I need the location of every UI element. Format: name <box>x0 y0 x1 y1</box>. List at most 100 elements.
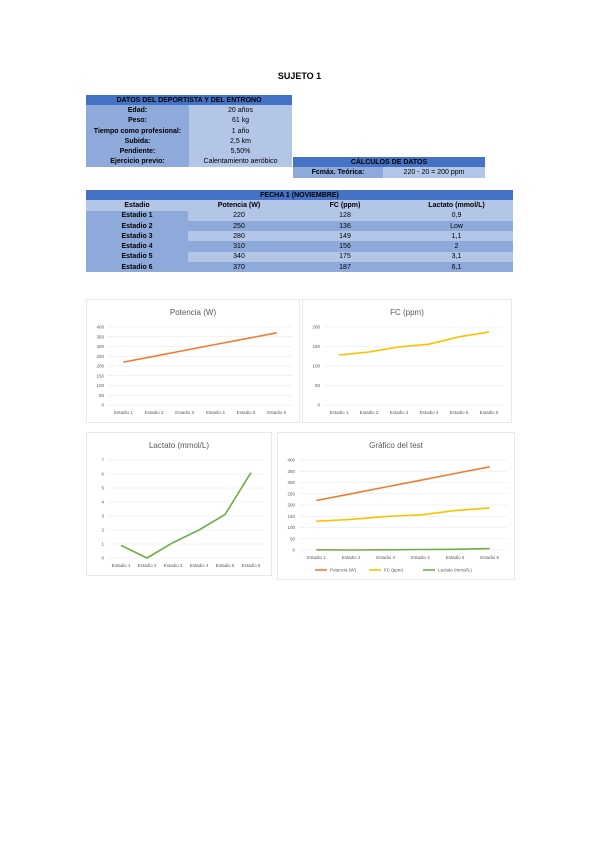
y-tick-label: 6 <box>101 472 104 477</box>
x-tick-label: Estadio 1 <box>330 410 349 415</box>
y-tick-label: 3 <box>101 514 104 519</box>
y-tick-label: 2 <box>101 528 104 533</box>
x-tick-label: Estadio 4 <box>190 563 209 568</box>
y-tick-label: 150 <box>312 344 320 349</box>
chart-title: FC (ppm) <box>390 308 424 317</box>
chart-fc: FC (ppm) 0 50 100 150 200 Estadio 1 Estadio 2 Es… <box>302 299 512 423</box>
series-line <box>316 466 490 502</box>
column-header: FC (ppm) <box>329 201 361 209</box>
x-tick-label: Estadio 5 <box>216 563 235 568</box>
y-tick-label: 350 <box>287 469 295 474</box>
athlete-value: 20 años <box>189 105 292 116</box>
athlete-table: DATOS DEL DEPORTISTA Y DEL ENTRONO Edad:… <box>86 95 292 168</box>
x-tick-label: Estadio 3 <box>376 555 395 560</box>
chart-svg: Gráfico del test 0 50 100 150 200 250 300 350 400… <box>277 432 515 580</box>
table-cell: Estadio 6 <box>121 263 153 271</box>
y-tick-label: 300 <box>287 480 295 485</box>
legend-label: Potencia (W) <box>330 568 357 573</box>
table-cell: Low <box>450 222 463 230</box>
table-cell: Estadio 3 <box>86 231 188 242</box>
table-cell: 340 <box>233 253 245 261</box>
x-tick-label: Estadio 6 <box>242 563 261 568</box>
y-tick-label: 1 <box>101 542 104 547</box>
x-tick-label: Estadio 4 <box>206 410 225 415</box>
series-line <box>338 331 490 356</box>
x-tick-label: Estadio 3 <box>175 410 194 415</box>
x-tick-label: Estadio 6 <box>480 555 499 560</box>
x-tick-label: Estadio 2 <box>342 555 361 560</box>
table-cell: 156 <box>339 243 351 251</box>
chart-title: Potencia (W) <box>170 308 217 317</box>
table-cell: 0,9 <box>451 212 462 220</box>
x-tick-label: Estadio 5 <box>450 410 469 415</box>
table-row: Estadio 1 220 128 0,9 <box>86 210 513 221</box>
athlete-value: 2,5 km <box>189 136 292 147</box>
x-tick-label: Estadio 1 <box>112 563 131 568</box>
chart-frame <box>86 432 272 576</box>
table-cell: Estadio 1 <box>86 210 188 221</box>
series-line <box>123 332 277 363</box>
x-tick-label: Estadio 2 <box>138 563 157 568</box>
y-tick-label: 200 <box>312 325 320 330</box>
y-tick-label: 50 <box>315 383 321 388</box>
calc-label: Fcmáx. Teórica: <box>293 167 383 178</box>
athlete-table-header: DATOS DEL DEPORTISTA Y DEL ENTRONO <box>86 95 292 106</box>
athlete-label: Pendiente: <box>86 146 189 157</box>
legend-label: FC (ppm) <box>384 568 404 573</box>
chart-frame <box>302 299 512 423</box>
table-row: Estadio 6 370 187 6,1 <box>86 262 513 273</box>
table-cell: 128 <box>339 212 351 220</box>
table-cell: 250 <box>233 222 245 230</box>
table-cell: Estadio 2 <box>121 222 153 230</box>
y-tick-label: 100 <box>96 383 104 388</box>
test-table-header: FECHA 1 (NOVIEMBRE) <box>86 190 513 201</box>
x-tick-label: Estadio 2 <box>145 410 164 415</box>
column-header: Estadio <box>124 201 150 209</box>
table-cell: 220 <box>233 212 245 220</box>
column-header: Potencia (W) <box>217 201 261 209</box>
table-row: Estadio 4 310 156 2 <box>86 241 513 252</box>
calc-value: 220 - 20 = 200 ppm <box>383 167 485 178</box>
x-tick-label: Estadio 6 <box>480 410 499 415</box>
x-tick-label: Estadio 4 <box>420 410 439 415</box>
x-tick-label: Estadio 5 <box>446 555 465 560</box>
x-tick-label: Estadio 1 <box>114 410 133 415</box>
y-tick-label: 300 <box>96 344 104 349</box>
table-cell: 149 <box>339 232 351 240</box>
x-tick-label: Estadio 1 <box>307 555 326 560</box>
y-tick-label: 350 <box>96 334 104 339</box>
table-cell: 187 <box>339 263 351 271</box>
table-row: Estadio 2 250 136 Low <box>86 220 513 232</box>
series-line <box>120 472 252 559</box>
chart-svg: Lactato (mmol/L) 0 1 2 3 4 5 6 7 Estadio 1 Estadio… <box>86 432 272 576</box>
chart-potencia: Potencia (W) 0 50 100 150 200 250 300 350 400 Esta… <box>86 299 300 423</box>
athlete-label: Tiempo como profesional: <box>86 125 189 137</box>
chart-grafico-test: Gráfico del test 0 50 100 150 200 250 300 350 400… <box>277 432 515 580</box>
y-tick-label: 0 <box>101 403 104 408</box>
table-cell: 370 <box>233 263 245 271</box>
athlete-value: 1 año <box>189 125 292 137</box>
test-table: FECHA 1 (NOVIEMBRE) Estadio Potencia (W)… <box>86 190 513 273</box>
calc-table-header: CÁLCULOS DE DATOS <box>293 157 485 168</box>
x-tick-label: Estadio 6 <box>267 410 286 415</box>
table-cell: 136 <box>339 222 351 230</box>
table-cell: 2 <box>454 243 459 251</box>
table-row: Estadio 3 280 149 1,1 <box>86 231 513 242</box>
x-tick-label: Estadio 4 <box>411 555 430 560</box>
y-tick-label: 150 <box>96 373 104 378</box>
table-cell: Estadio 4 <box>121 243 153 251</box>
athlete-value: 5,50% <box>189 146 292 157</box>
y-tick-label: 250 <box>287 491 295 496</box>
athlete-label: Subida: <box>86 136 189 147</box>
x-tick-label: Estadio 3 <box>390 410 409 415</box>
y-tick-label: 150 <box>287 514 295 519</box>
y-tick-label: 0 <box>101 556 104 561</box>
chart-title: Gráfico del test <box>369 441 424 450</box>
x-tick-label: Estadio 2 <box>360 410 379 415</box>
page-title: SUJETO 1 <box>277 71 322 81</box>
chart-frame <box>86 299 300 423</box>
table-row: Estadio 5 340 175 3,1 <box>86 251 513 263</box>
y-tick-label: 400 <box>287 458 295 463</box>
y-tick-label: 250 <box>96 354 104 359</box>
x-tick-label: Estadio 5 <box>237 410 256 415</box>
